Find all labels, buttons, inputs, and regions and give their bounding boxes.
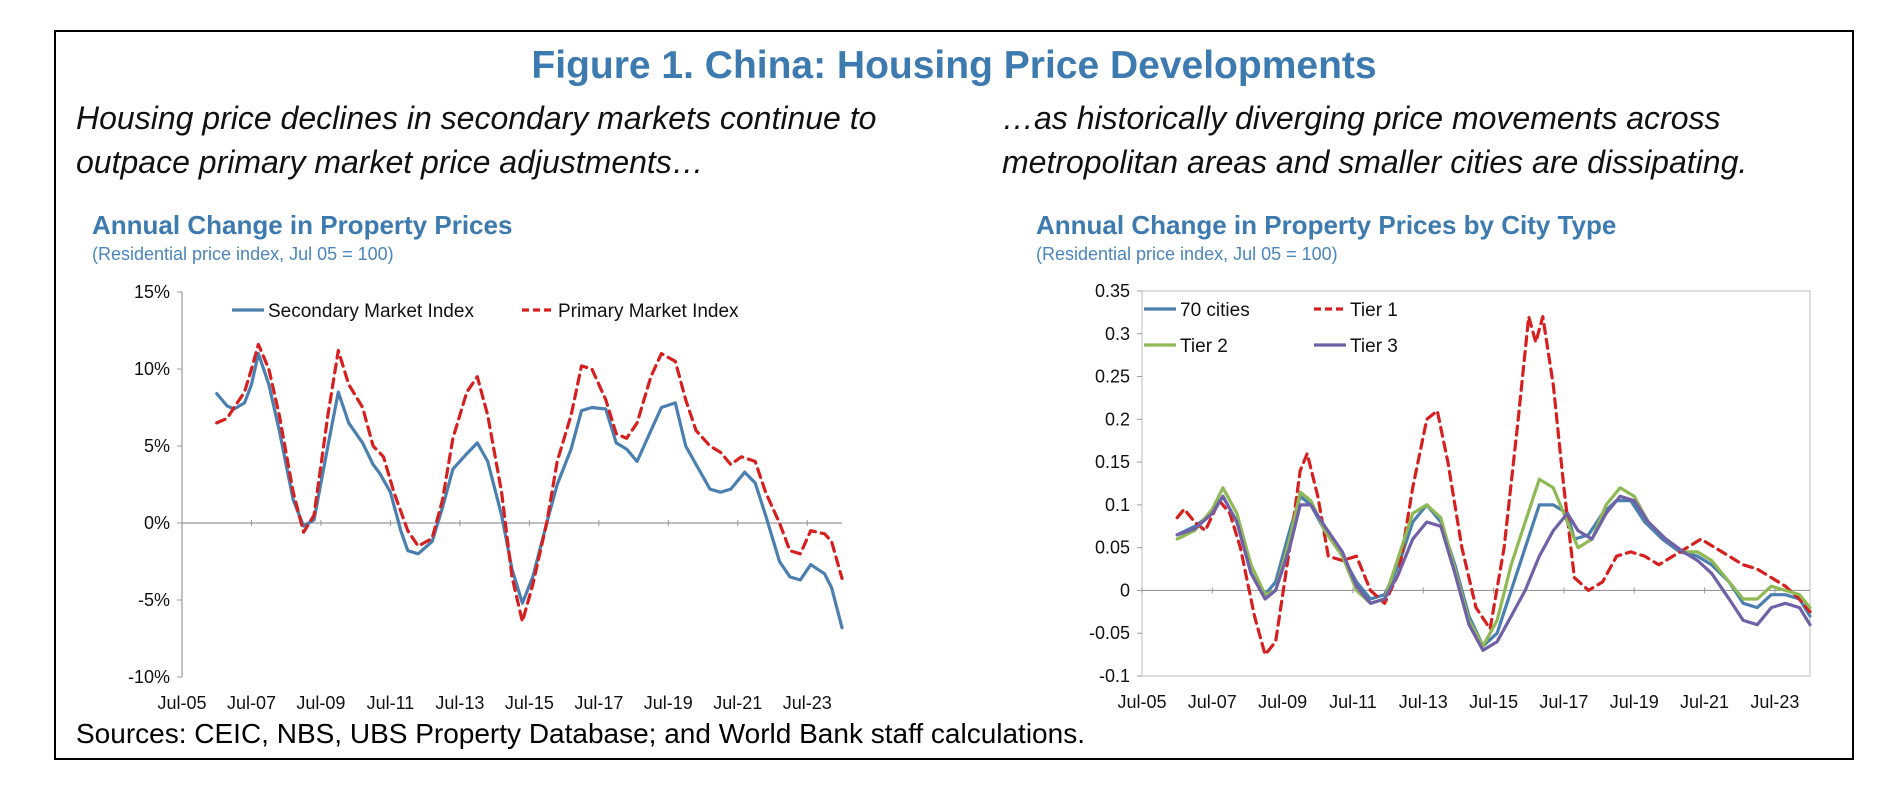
x-tick-label: Jul-07 bbox=[227, 693, 276, 713]
x-tick-label: Jul-15 bbox=[1469, 692, 1518, 712]
x-tick-label: Jul-13 bbox=[1399, 692, 1448, 712]
x-tick-label: Jul-05 bbox=[157, 693, 206, 713]
x-tick-label: Jul-13 bbox=[435, 693, 484, 713]
x-tick-label: Jul-09 bbox=[296, 693, 345, 713]
legend-label: Tier 3 bbox=[1350, 336, 1398, 357]
y-tick-label: 0.2 bbox=[1105, 409, 1130, 429]
x-tick-label: Jul-09 bbox=[1258, 692, 1307, 712]
legend-label: 70 cities bbox=[1180, 300, 1250, 321]
series-line-tier-3 bbox=[1175, 494, 1812, 652]
y-tick-label: 5% bbox=[144, 436, 170, 456]
series-line-primary-market-index bbox=[215, 342, 844, 624]
x-tick-label: Jul-19 bbox=[1610, 692, 1659, 712]
x-tick-label: Jul-11 bbox=[367, 693, 415, 713]
chart-1-legend: 70 cities Tier 1 Tier 2 Tier 3 bbox=[1144, 300, 1398, 357]
x-tick-label: Jul-21 bbox=[713, 693, 762, 713]
series-line-tier-1 bbox=[1175, 315, 1812, 657]
series-line-70-cities bbox=[1175, 494, 1812, 648]
legend-label: Tier 1 bbox=[1350, 300, 1398, 321]
left-subtitle: Housing price declines in secondary mark… bbox=[76, 100, 877, 180]
figure-frame: Figure 1. China: Housing Price Developme… bbox=[54, 30, 1854, 760]
chart-0-legend: Secondary Market Index Primary Market Ind… bbox=[232, 301, 739, 322]
y-tick-label: 0% bbox=[144, 513, 170, 533]
y-tick-label: -5% bbox=[138, 590, 170, 610]
left-line-chart: -10% -5% 0% 5% 10% 15% Jul-05 Jul-07 Jul-09 Jul-1… bbox=[128, 282, 844, 713]
right-chart-subtitle: (Residential price index, Jul 05 = 100) bbox=[1036, 244, 1338, 264]
legend-label: Secondary Market Index bbox=[268, 301, 474, 322]
x-tick-label: Jul-15 bbox=[505, 693, 554, 713]
x-tick-label: Jul-17 bbox=[574, 693, 623, 713]
y-tick-label: 0 bbox=[1120, 580, 1130, 600]
right-line-chart: -0.1 -0.05 0 0.05 0.1 0.15 0.2 0.25 0.3 0.35 Jul-0… bbox=[1089, 281, 1812, 712]
chart-0-plot: -10% -5% 0% 5% 10% 15% Jul-05 Jul-07 Jul-09 Jul-1… bbox=[128, 282, 844, 713]
y-tick-label: 0.35 bbox=[1095, 281, 1130, 301]
series-line-secondary-market-index bbox=[215, 352, 844, 630]
left-chart-title: Annual Change in Property Prices bbox=[92, 210, 513, 240]
chart-1-plot: -0.1 -0.05 0 0.05 0.1 0.15 0.2 0.25 0.3 0.35 Jul-0… bbox=[1089, 281, 1812, 712]
right-chart-title: Annual Change in Property Prices by City… bbox=[1036, 210, 1617, 240]
y-tick-label: -0.05 bbox=[1089, 623, 1130, 643]
right-subtitle: …as historically diverging price movemen… bbox=[1002, 100, 1748, 180]
y-tick-label: 0.1 bbox=[1105, 495, 1130, 515]
y-tick-label: 10% bbox=[134, 359, 170, 379]
y-tick-label: 0.25 bbox=[1095, 367, 1130, 387]
x-tick-label: Jul-23 bbox=[783, 693, 832, 713]
y-tick-label: 0.15 bbox=[1095, 452, 1130, 472]
legend-label: Tier 2 bbox=[1180, 336, 1228, 357]
x-tick-label: Jul-07 bbox=[1188, 692, 1237, 712]
x-tick-label: Jul-05 bbox=[1117, 692, 1166, 712]
x-tick-label: Jul-17 bbox=[1539, 692, 1588, 712]
x-tick-label: Jul-11 bbox=[1329, 692, 1377, 712]
left-chart-subtitle: (Residential price index, Jul 05 = 100) bbox=[92, 244, 394, 264]
series-line-tier-2 bbox=[1175, 477, 1812, 648]
y-tick-label: 0.05 bbox=[1095, 538, 1130, 558]
figure-title: Figure 1. China: Housing Price Developme… bbox=[531, 44, 1377, 87]
sources-note: Sources: CEIC, NBS, UBS Property Databas… bbox=[76, 718, 1085, 749]
y-tick-label: -0.1 bbox=[1099, 666, 1130, 686]
x-tick-label: Jul-19 bbox=[644, 693, 693, 713]
legend-label: Primary Market Index bbox=[558, 301, 739, 322]
y-tick-label: -10% bbox=[128, 667, 170, 687]
y-tick-label: 0.3 bbox=[1105, 324, 1130, 344]
y-tick-label: 15% bbox=[134, 282, 170, 302]
plot-area-border bbox=[1141, 290, 1811, 677]
x-tick-label: Jul-23 bbox=[1750, 692, 1799, 712]
x-tick-label: Jul-21 bbox=[1680, 692, 1729, 712]
